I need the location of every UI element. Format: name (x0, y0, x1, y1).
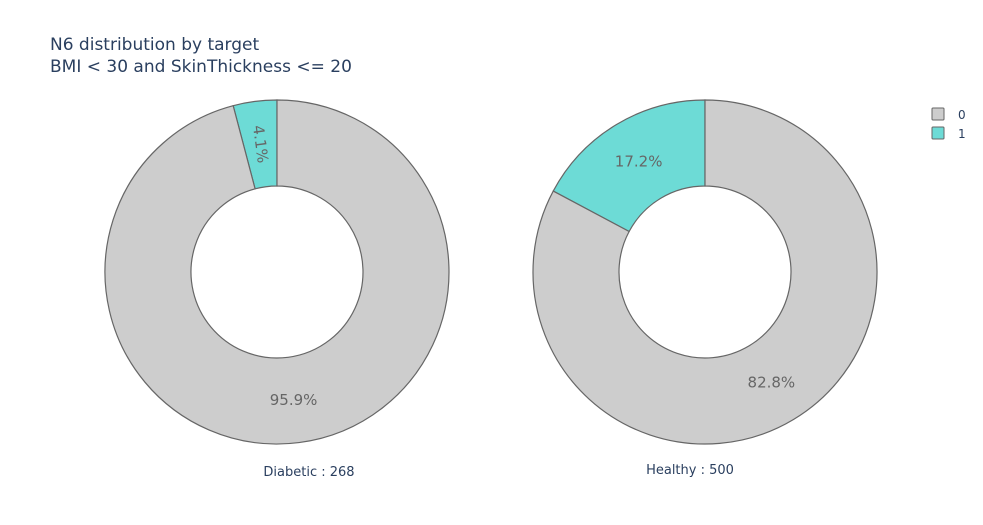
legend-swatch-1 (931, 126, 945, 140)
legend: 0 1 (931, 107, 966, 141)
chart-title: N6 distribution by target (50, 35, 259, 55)
slice-label-0-1: 4.1% (249, 124, 272, 164)
pies-layer: 4.1% 95.9% Diabetic : 268 17.2% 82.8% Healthy… (104, 99, 878, 480)
donut-caption-0: Diabetic : 268 (263, 465, 354, 480)
legend-item-1[interactable]: 1 (931, 126, 966, 141)
legend-label-0: 0 (958, 108, 966, 122)
slice-label-1-1: 17.2% (615, 152, 663, 170)
chart-subtitle: BMI < 30 and SkinThickness <= 20 (50, 57, 352, 77)
slice-1-1[interactable] (552, 99, 706, 233)
donut-caption-1: Healthy : 500 (646, 463, 734, 478)
donut-0: 4.1% 95.9% Diabetic : 268 (104, 99, 450, 480)
slice-label-1-0: 82.8% (748, 374, 796, 392)
legend-item-0[interactable]: 0 (931, 107, 966, 122)
legend-label-1: 1 (958, 127, 966, 141)
legend-swatch-0 (931, 107, 945, 121)
slice-0-0[interactable] (104, 99, 450, 445)
donut-1: 17.2% 82.8% Healthy : 500 (532, 99, 878, 478)
slice-label-0-0: 95.9% (270, 391, 318, 409)
slice-1-0[interactable] (532, 99, 878, 445)
